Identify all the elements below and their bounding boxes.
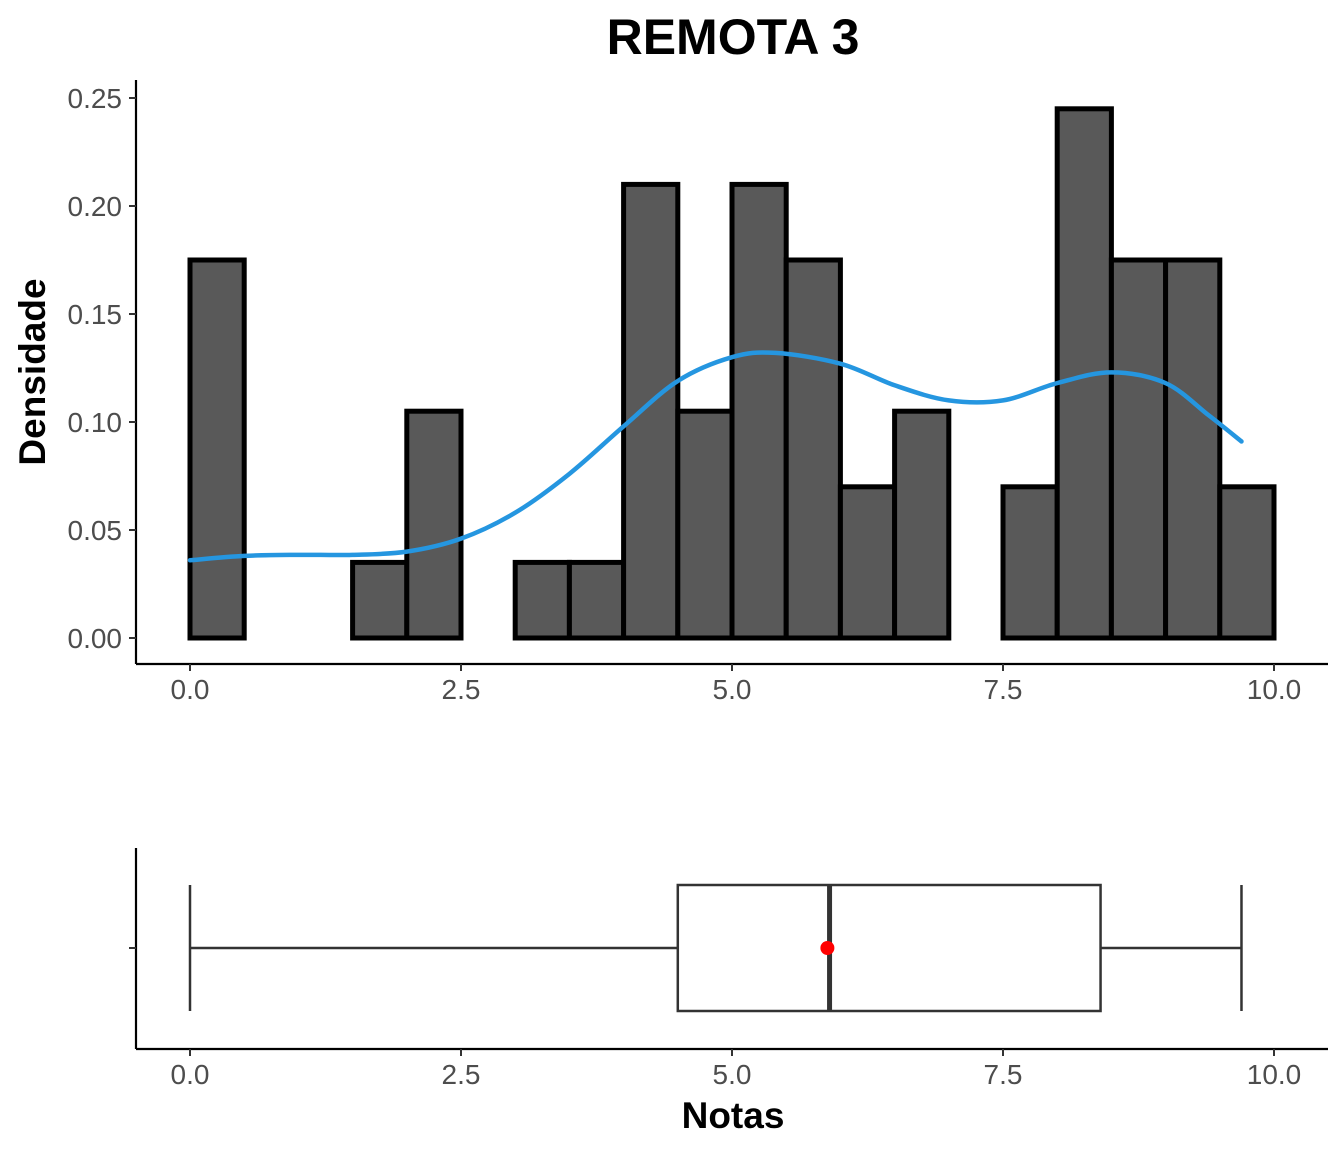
histogram-bar	[1163, 257, 1223, 641]
hist-x-tick-label: 2.5	[442, 674, 481, 705]
histogram-bar	[187, 257, 247, 641]
hist-x-tick-label: 7.5	[984, 674, 1023, 705]
histogram-bar	[892, 408, 952, 641]
hist-y-tick-label: 0.15	[68, 299, 123, 330]
boxplot-mean-point	[820, 941, 835, 955]
histogram-bars	[187, 106, 1277, 641]
histogram-bar	[729, 181, 789, 641]
histogram-panel: 0.00 0.05 0.10 0.15 0.20 0.25 0.0 2.5 5.0 7.5 10.…	[12, 80, 1328, 705]
histogram-bar	[1108, 257, 1169, 641]
histogram-bar	[1000, 484, 1060, 641]
histogram-bar	[675, 408, 735, 641]
hist-x-tick-label: 0.0	[171, 674, 210, 705]
boxplot-panel: 0.0 2.5 5.0 7.5 10.0 Notas	[129, 848, 1328, 1136]
hist-x-tick-label: 10.0	[1247, 674, 1302, 705]
boxplot-box	[676, 883, 1102, 1013]
histogram-bar	[621, 181, 681, 641]
hist-y-tick-label: 0.05	[68, 515, 123, 546]
hist-x-tick-label: 5.0	[713, 674, 752, 705]
histogram-bar	[350, 559, 410, 641]
histogram-bar	[566, 559, 627, 641]
density-curve	[187, 350, 1244, 563]
histogram-bar	[783, 257, 843, 641]
box-x-axis-title: Notas	[682, 1095, 785, 1136]
chart-title: REMOTA 3	[607, 9, 860, 65]
hist-y-axis-title: Densidade	[12, 278, 53, 465]
histogram-bar	[512, 559, 572, 641]
box-x-tick-label: 7.5	[984, 1059, 1023, 1090]
box-x-tick-label: 10.0	[1247, 1059, 1302, 1090]
hist-y-tick-label: 0.25	[68, 83, 123, 114]
box-x-tick-label: 2.5	[442, 1059, 481, 1090]
box-x-ticks: 0.0 2.5 5.0 7.5 10.0	[171, 1049, 1302, 1090]
box-x-tick-label: 5.0	[713, 1059, 752, 1090]
hist-y-tick-label: 0.20	[68, 191, 123, 222]
histogram-bar	[404, 408, 464, 641]
box-x-tick-label: 0.0	[171, 1059, 210, 1090]
hist-y-tick-label: 0.10	[68, 407, 123, 438]
hist-y-ticks: 0.00 0.05 0.10 0.15 0.20 0.25	[68, 83, 136, 654]
hist-y-tick-label: 0.00	[68, 623, 123, 654]
histogram-bar	[837, 484, 898, 641]
hist-x-ticks: 0.0 2.5 5.0 7.5 10.0	[171, 664, 1302, 705]
histogram-bar	[1217, 484, 1277, 641]
